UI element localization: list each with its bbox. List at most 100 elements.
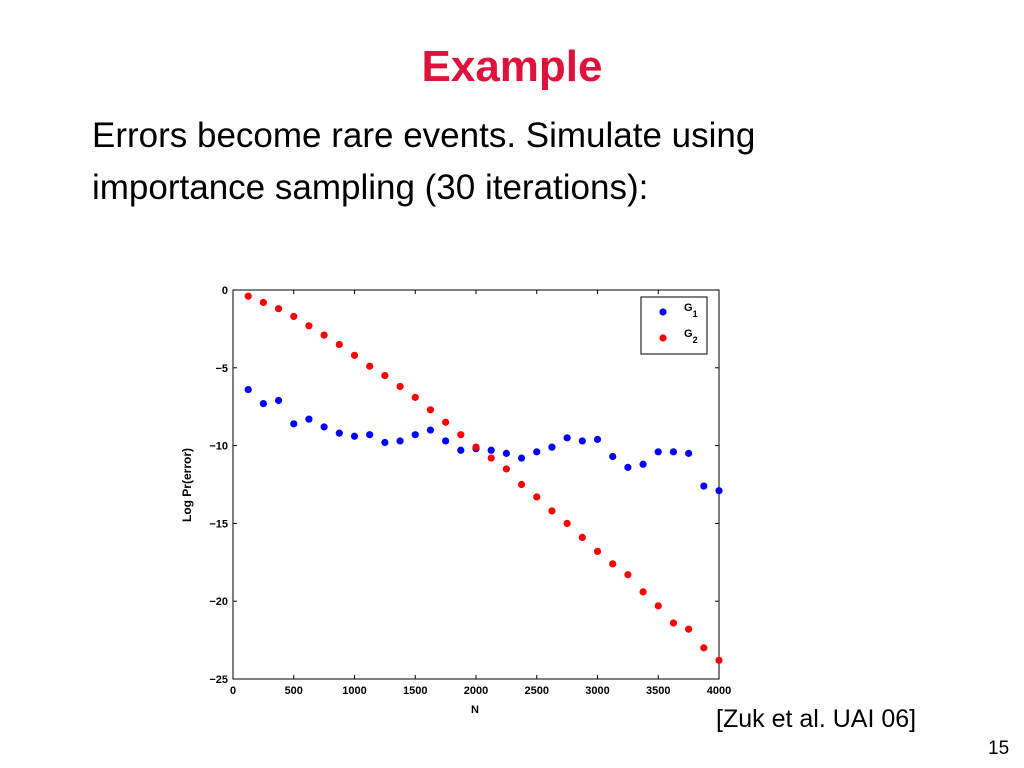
data-point-g1 (290, 420, 298, 428)
data-point-g1 (563, 434, 571, 442)
data-point-g1 (685, 449, 693, 457)
data-point-g2 (335, 340, 343, 349)
data-point-g2 (366, 362, 374, 370)
data-point-g2 (715, 656, 723, 664)
data-point-g1 (366, 431, 374, 439)
x-tick-label: 2000 (464, 685, 488, 697)
data-point-g1 (259, 399, 267, 408)
data-point-g1 (320, 423, 328, 431)
x-tick-label: 3000 (585, 685, 609, 697)
x-tick-label: 0 (230, 685, 236, 697)
points-group (244, 292, 723, 664)
data-point-g1 (442, 437, 450, 445)
data-point-g2 (654, 602, 662, 610)
x-tick-label: 3500 (646, 685, 670, 697)
data-point-g2 (593, 547, 602, 556)
legend-box (640, 296, 708, 355)
ticks-group: 0 500 1000 1500 2000 2500 3000 3500 4000 0 −5 −10 −1… (209, 285, 731, 697)
data-point-g1 (578, 437, 586, 445)
x-tick-label: 2500 (525, 685, 549, 697)
legend-marker-g2 (659, 334, 667, 342)
data-point-g2 (381, 371, 389, 380)
y-tick-label: −20 (209, 596, 228, 608)
y-tick-label: −15 (209, 518, 228, 530)
data-point-g1 (609, 452, 617, 461)
data-point-g1 (335, 429, 343, 437)
data-point-g2 (609, 560, 617, 568)
data-point-g1 (381, 438, 389, 447)
data-point-g1 (593, 435, 602, 443)
legend-marker-g1 (659, 308, 667, 316)
data-point-g2 (244, 292, 252, 300)
data-point-g2 (457, 431, 465, 439)
x-tick-label: 1000 (342, 685, 366, 697)
data-point-g1 (639, 460, 647, 468)
slide-title: Example (421, 42, 603, 91)
data-point-g1 (715, 487, 723, 495)
data-point-g2 (411, 393, 419, 401)
legend-label-g2: G2 (684, 328, 698, 345)
data-point-g2 (487, 454, 495, 462)
x-tick-label: 4000 (707, 685, 731, 697)
data-point-g1 (350, 432, 359, 440)
data-point-g2 (290, 312, 298, 321)
data-point-g2 (259, 298, 267, 307)
data-point-g2 (442, 418, 450, 426)
data-point-g2 (578, 533, 586, 542)
data-point-g1 (457, 446, 465, 454)
data-point-g2 (639, 588, 647, 596)
data-point-g1 (548, 443, 556, 451)
data-point-g1 (426, 426, 435, 434)
data-point-g2 (305, 322, 313, 330)
y-tick-label: −25 (209, 674, 228, 686)
y-axis-label: Log Pr(error) (180, 448, 194, 522)
data-point-g2 (548, 507, 556, 515)
x-tick-label: 1500 (403, 685, 427, 697)
x-axis-label: N (471, 704, 479, 716)
data-point-g2 (517, 480, 526, 489)
legend-label-base: G (684, 328, 693, 340)
data-point-g2 (350, 351, 359, 359)
data-point-g2 (502, 465, 510, 473)
series-g2 (244, 292, 723, 664)
data-point-g1 (274, 396, 283, 405)
series-g1 (244, 385, 723, 495)
data-point-g1 (487, 446, 495, 454)
citation: [Zuk et al. UAI 06] (716, 705, 917, 733)
data-point-g1 (305, 415, 313, 423)
data-point-g2 (533, 493, 541, 501)
data-point-g1 (396, 437, 404, 445)
data-point-g1 (624, 463, 632, 471)
data-point-g2 (396, 382, 404, 391)
data-point-g1 (517, 454, 526, 462)
data-point-g2 (700, 644, 708, 652)
y-tick-label: 0 (222, 285, 228, 297)
legend-label-subscript: 1 (693, 309, 698, 319)
data-point-g1 (654, 448, 662, 456)
legend-label-g1: G1 (684, 302, 698, 319)
data-point-g2 (320, 331, 328, 339)
data-point-g2 (274, 305, 283, 313)
data-point-g1 (244, 385, 252, 394)
data-point-g2 (685, 625, 693, 633)
slide-body: Errors become rare events. Simulate usin… (92, 110, 952, 214)
data-point-g2 (472, 443, 480, 451)
data-point-g2 (669, 619, 678, 627)
y-tick-label: −10 (209, 441, 228, 453)
legend-label-subscript: 2 (693, 335, 698, 345)
body-line-1: Errors become rare events. Simulate usin… (92, 116, 756, 155)
data-point-g2 (426, 406, 435, 414)
data-point-g1 (411, 431, 419, 439)
y-tick-label: −5 (215, 363, 228, 375)
data-point-g1 (700, 482, 708, 490)
data-point-g1 (533, 448, 541, 456)
data-point-g2 (624, 571, 632, 579)
page-number: 15 (988, 738, 1010, 759)
body-line-2: importance sampling (30 iterations): (92, 168, 649, 207)
legend-label-base: G (684, 302, 693, 314)
x-tick-label: 500 (285, 685, 303, 697)
data-point-g2 (563, 519, 571, 528)
